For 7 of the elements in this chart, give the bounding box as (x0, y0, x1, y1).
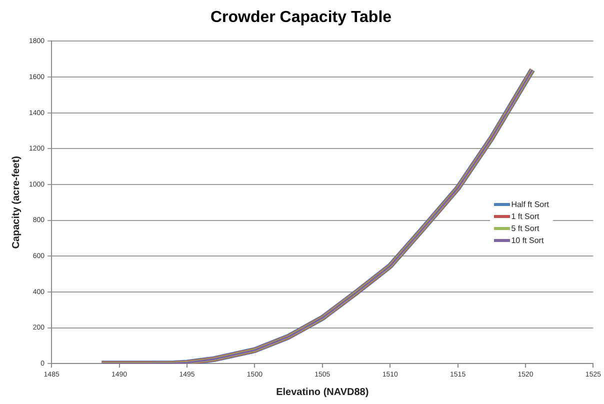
legend-label: 10 ft Sort (511, 236, 544, 245)
legend-label: Half ft Sort (511, 200, 549, 209)
legend-label: 1 ft Sort (511, 212, 540, 221)
chart-title: Crowder Capacity Table (210, 9, 392, 26)
x-axis-title: Elevatino (NAVD88) (276, 386, 369, 398)
y-axis-title: Capacity (acre-feet) (10, 156, 22, 249)
legend-label: 5 ft Sort (511, 224, 540, 233)
